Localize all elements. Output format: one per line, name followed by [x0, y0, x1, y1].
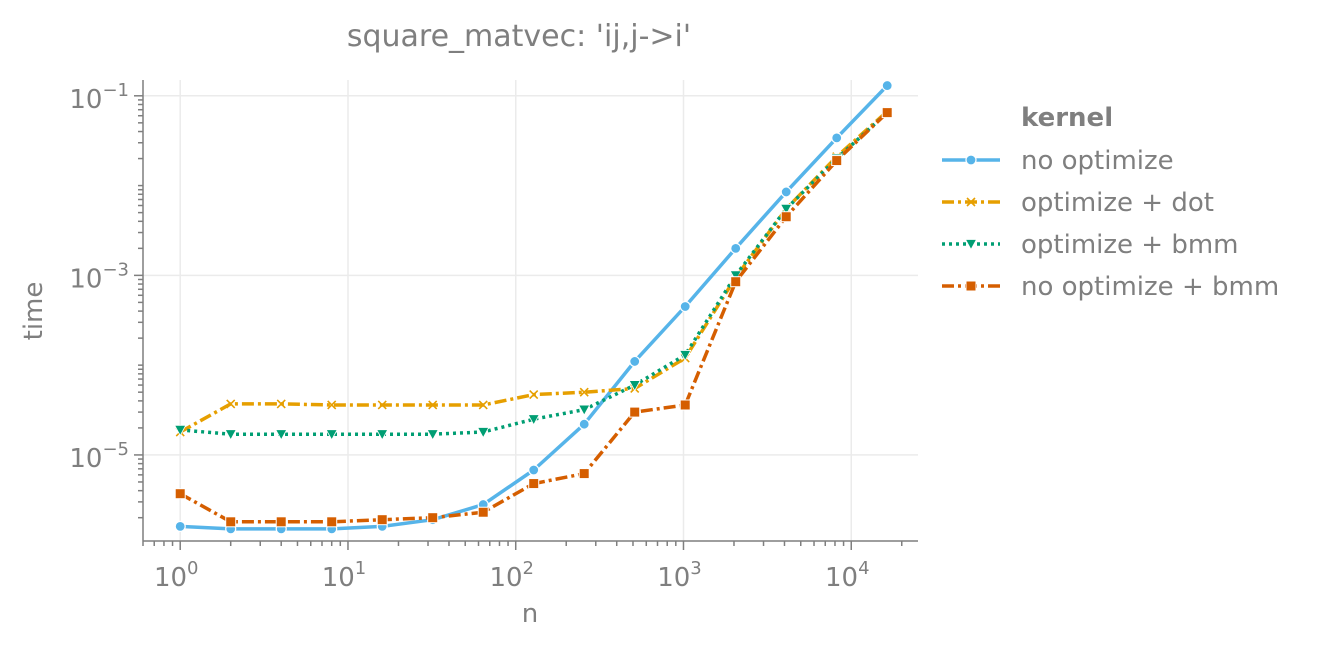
series-0 [174, 79, 893, 535]
data-point [579, 387, 589, 397]
legend-marker [964, 239, 978, 251]
legend-item: optimize + bmm [942, 230, 1239, 260]
series-3 [174, 107, 893, 528]
data-point [831, 155, 843, 167]
data-point [174, 488, 186, 500]
legend-label: no optimize [1021, 146, 1174, 176]
data-point [629, 355, 641, 368]
data-point [578, 468, 590, 480]
data-point [730, 276, 742, 288]
legend-label: no optimize + bmm [1021, 272, 1279, 302]
data-point [679, 350, 692, 362]
data-point [679, 300, 691, 313]
data-point [578, 418, 590, 430]
legend-label: optimize + bmm [1021, 230, 1239, 260]
data-point [881, 107, 893, 119]
data-point [881, 79, 893, 92]
data-point [529, 390, 539, 400]
series-1 [175, 106, 892, 437]
data-point [427, 512, 439, 524]
data-point [226, 399, 236, 409]
legend-label: optimize + dot [1021, 188, 1214, 218]
series-line [180, 84, 889, 531]
series-line [179, 110, 889, 434]
data-point [477, 506, 489, 518]
legend-item: no optimize + bmm [942, 272, 1279, 302]
series-lines [174, 79, 894, 535]
data-point [477, 427, 490, 439]
x-tick-label: 100 [154, 558, 199, 593]
legend-title: kernel [1021, 103, 1113, 133]
data-point [225, 516, 237, 528]
data-point [478, 400, 488, 410]
data-point [325, 429, 338, 441]
data-point [780, 186, 792, 198]
legend-item: optimize + dot [942, 188, 1214, 218]
data-point [831, 132, 843, 144]
y-tick-label: 10−3 [69, 259, 129, 294]
legend-marker [965, 280, 977, 292]
y-tick-label: 10−1 [69, 80, 129, 115]
y-tick-label: 10−5 [69, 439, 129, 474]
data-point [275, 429, 288, 441]
series-line [179, 111, 889, 524]
data-point [780, 211, 792, 223]
legend-marker [965, 154, 977, 166]
data-point [224, 429, 237, 441]
data-point [730, 242, 742, 254]
series-2 [174, 107, 894, 441]
data-point [174, 520, 186, 532]
data-point [376, 429, 389, 441]
x-tick-label: 102 [489, 558, 534, 593]
data-point [426, 429, 439, 441]
data-point [528, 464, 540, 476]
x-axis-label: n [522, 599, 538, 629]
tick-labels: 100 101 102 103 104 10−5 10−3 10−1 [69, 80, 869, 593]
data-point [174, 425, 187, 437]
data-point [679, 399, 691, 411]
legend-item: no optimize [942, 146, 1174, 176]
x-tick-label: 101 [322, 558, 367, 593]
chart-title: square_matvec: 'ij,j->i' [347, 19, 691, 54]
series-line [180, 111, 889, 436]
data-point [376, 514, 388, 526]
x-tick-label: 103 [657, 558, 702, 593]
y-axis-label: time [19, 282, 49, 341]
legend: kernel no optimize optimize + dot optimize… [942, 103, 1279, 302]
grid [143, 80, 918, 541]
data-point [780, 204, 793, 216]
data-point [275, 516, 287, 528]
data-point [428, 400, 438, 410]
data-point [628, 380, 641, 392]
data-point [578, 404, 591, 416]
data-point [528, 478, 540, 490]
data-point [326, 516, 338, 528]
data-point [377, 400, 387, 410]
data-point [629, 406, 641, 418]
x-tick-label: 104 [825, 558, 870, 593]
data-point [276, 399, 286, 409]
data-point [527, 414, 540, 426]
axes [134, 80, 918, 550]
data-point [327, 400, 337, 410]
legend-marker [966, 197, 976, 207]
